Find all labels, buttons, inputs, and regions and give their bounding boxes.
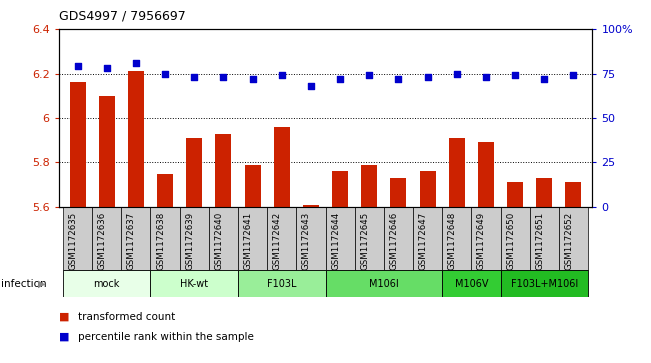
Bar <box>99 96 115 363</box>
Bar <box>566 183 581 363</box>
Text: M106I: M106I <box>369 278 398 289</box>
Text: GSM1172648: GSM1172648 <box>448 212 457 270</box>
Bar <box>267 207 296 270</box>
Point <box>335 76 345 82</box>
Bar <box>209 207 238 270</box>
Point <box>218 74 229 80</box>
Point <box>131 60 141 66</box>
Bar <box>296 207 326 270</box>
Point <box>510 72 520 78</box>
Text: mock: mock <box>94 278 120 289</box>
Text: F103L: F103L <box>267 278 296 289</box>
Point <box>277 72 287 78</box>
Point <box>568 72 579 78</box>
Text: GDS4997 / 7956697: GDS4997 / 7956697 <box>59 9 186 22</box>
Point <box>102 65 112 71</box>
Text: percentile rank within the sample: percentile rank within the sample <box>78 331 254 342</box>
Text: GSM1172651: GSM1172651 <box>535 212 544 270</box>
Text: GSM1172636: GSM1172636 <box>98 212 107 270</box>
Text: GSM1172638: GSM1172638 <box>156 212 165 270</box>
Bar <box>413 207 442 270</box>
Text: GSM1172647: GSM1172647 <box>419 212 428 270</box>
Bar <box>420 171 436 363</box>
Bar <box>303 205 319 363</box>
Bar <box>273 127 290 363</box>
Text: ■: ■ <box>59 311 69 322</box>
Text: GSM1172650: GSM1172650 <box>506 212 515 270</box>
Text: GSM1172640: GSM1172640 <box>214 212 223 270</box>
Bar <box>157 174 173 363</box>
Text: ▶: ▶ <box>38 278 46 289</box>
Bar <box>530 207 559 270</box>
Bar <box>180 207 209 270</box>
Text: GSM1172646: GSM1172646 <box>389 212 398 270</box>
Bar <box>501 270 588 297</box>
Text: GSM1172643: GSM1172643 <box>302 212 311 270</box>
Bar <box>355 207 384 270</box>
Bar <box>128 71 144 363</box>
Text: M106V: M106V <box>454 278 488 289</box>
Bar <box>501 207 530 270</box>
Text: HK-wt: HK-wt <box>180 278 208 289</box>
Point <box>422 74 433 80</box>
Bar <box>478 142 494 363</box>
Bar <box>150 207 180 270</box>
Point <box>72 64 83 69</box>
Bar <box>391 178 406 363</box>
Bar <box>442 207 471 270</box>
Bar <box>507 183 523 363</box>
Bar <box>70 82 85 363</box>
Text: transformed count: transformed count <box>78 311 175 322</box>
Point <box>160 70 171 76</box>
Text: GSM1172645: GSM1172645 <box>360 212 369 270</box>
Point <box>247 76 258 82</box>
Text: GSM1172649: GSM1172649 <box>477 212 486 270</box>
Bar <box>121 207 150 270</box>
Point <box>539 76 549 82</box>
Bar <box>238 270 326 297</box>
Bar <box>245 165 260 363</box>
Bar <box>63 270 150 297</box>
Point <box>452 70 462 76</box>
Text: GSM1172652: GSM1172652 <box>564 212 574 270</box>
Bar <box>215 134 231 363</box>
Text: GSM1172639: GSM1172639 <box>186 212 194 270</box>
Bar <box>92 207 121 270</box>
Text: F103L+M106I: F103L+M106I <box>510 278 578 289</box>
Point <box>189 74 199 80</box>
Bar <box>559 207 588 270</box>
Bar <box>326 207 355 270</box>
Bar <box>471 207 501 270</box>
Text: GSM1172641: GSM1172641 <box>243 212 253 270</box>
Bar <box>361 165 378 363</box>
Text: GSM1172635: GSM1172635 <box>68 212 77 270</box>
Text: infection: infection <box>1 278 47 289</box>
Point <box>306 83 316 89</box>
Text: ■: ■ <box>59 331 69 342</box>
Bar <box>186 138 202 363</box>
Point <box>393 76 404 82</box>
Bar <box>332 171 348 363</box>
Bar <box>150 270 238 297</box>
Text: GSM1172642: GSM1172642 <box>273 212 282 270</box>
Bar <box>442 270 501 297</box>
Point <box>480 74 491 80</box>
Text: GSM1172644: GSM1172644 <box>331 212 340 270</box>
Bar <box>536 178 552 363</box>
Bar <box>63 207 92 270</box>
Bar <box>449 138 465 363</box>
Point <box>364 72 374 78</box>
Bar <box>326 270 442 297</box>
Bar <box>384 207 413 270</box>
Bar <box>238 207 267 270</box>
Text: GSM1172637: GSM1172637 <box>127 212 136 270</box>
